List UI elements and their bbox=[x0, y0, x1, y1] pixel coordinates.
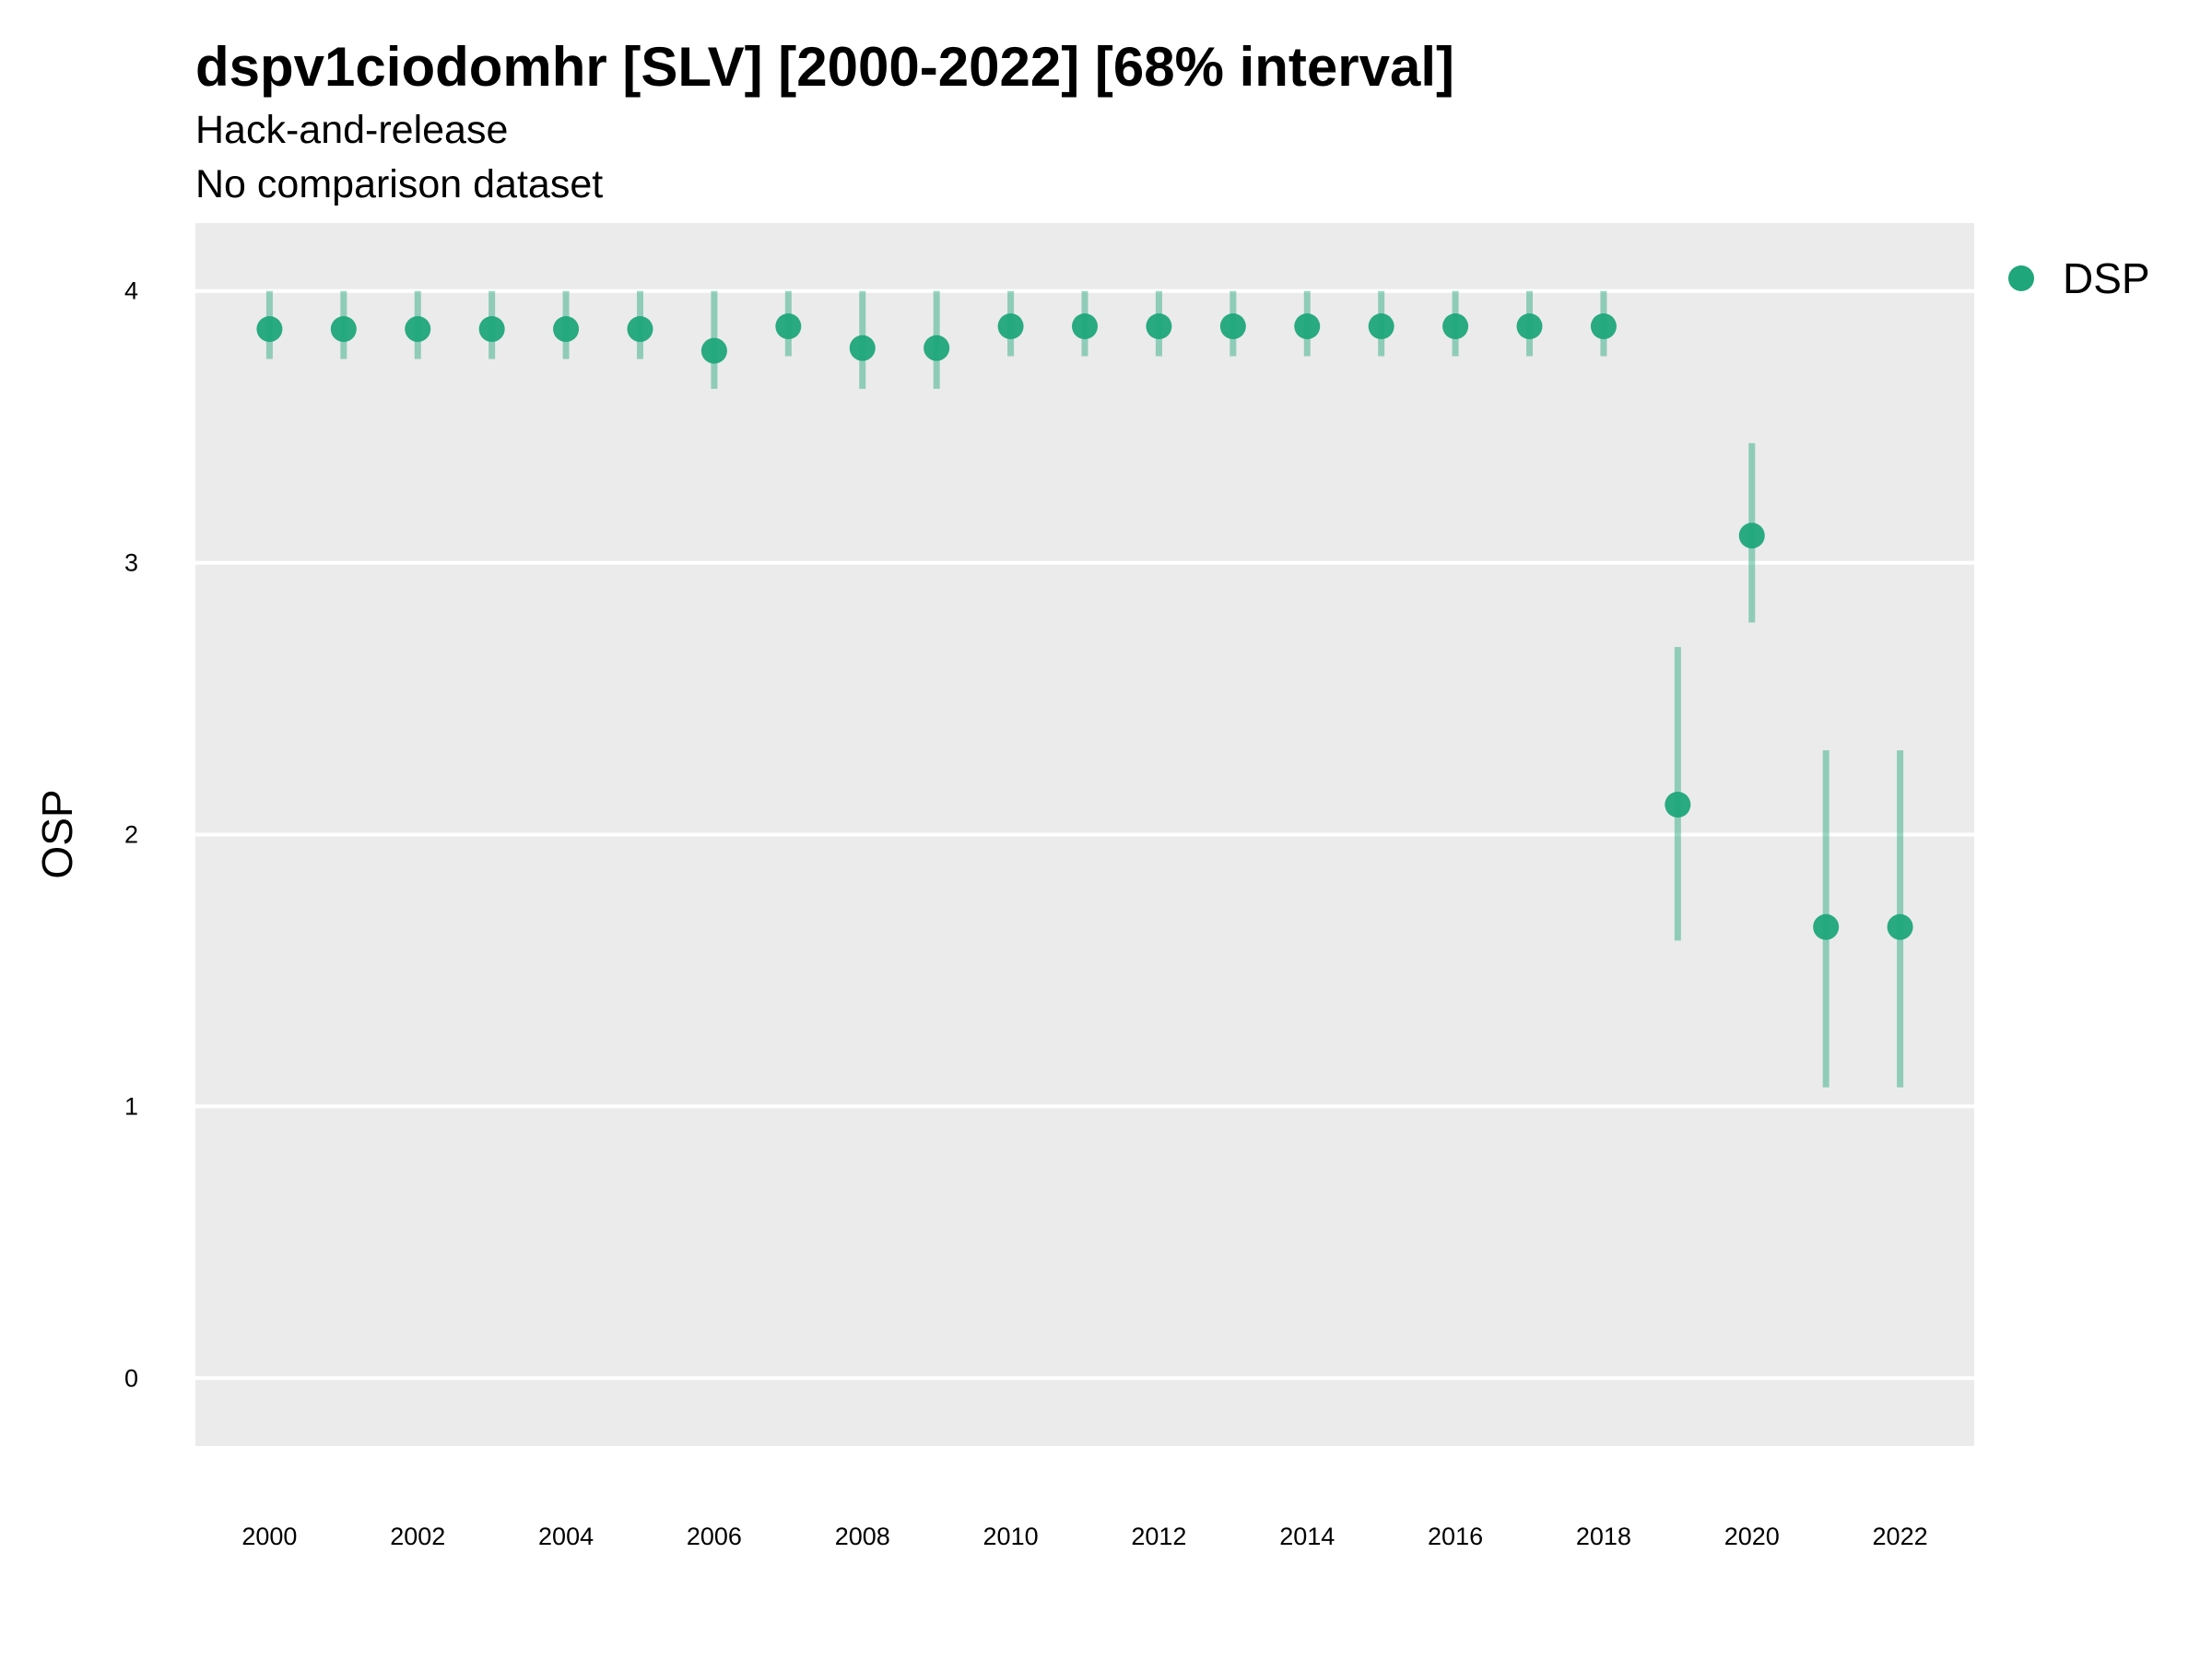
y-tick-label: 3 bbox=[124, 549, 138, 577]
data-point bbox=[849, 335, 876, 361]
legend: DSP bbox=[2008, 254, 2150, 302]
data-points bbox=[256, 313, 1913, 940]
x-tick-label: 2014 bbox=[1279, 1523, 1335, 1550]
data-point bbox=[1590, 313, 1617, 340]
data-point bbox=[1442, 313, 1469, 340]
chart-subtitle-line-2: No comparison dataset bbox=[195, 162, 603, 206]
data-point bbox=[1072, 313, 1098, 340]
data-point bbox=[1368, 313, 1394, 340]
data-point bbox=[1887, 913, 1913, 940]
data-point bbox=[700, 337, 727, 364]
x-tick-label: 2002 bbox=[390, 1523, 445, 1550]
x-tick-label: 2018 bbox=[1576, 1523, 1631, 1550]
data-point bbox=[997, 313, 1024, 340]
data-point bbox=[553, 316, 580, 343]
x-tick-label: 2000 bbox=[241, 1523, 297, 1550]
data-point bbox=[256, 316, 283, 343]
legend-label-dsp: DSP bbox=[2063, 254, 2150, 302]
data-point bbox=[1813, 913, 1840, 940]
y-tick-label: 2 bbox=[124, 821, 138, 849]
data-point bbox=[478, 316, 505, 343]
y-tick-label: 4 bbox=[124, 277, 138, 305]
x-tick-label: 2006 bbox=[687, 1523, 742, 1550]
data-point bbox=[1146, 313, 1172, 340]
x-axis-ticks: 2000 2002 2004 2006 2008 2010 2012 2014 2016 2018… bbox=[241, 1523, 1927, 1550]
y-axis-label: OSP bbox=[33, 789, 81, 878]
x-tick-label: 2016 bbox=[1428, 1523, 1483, 1550]
chart-title: dspv1ciodomhr [SLV] [2000-2022] [68% int… bbox=[195, 36, 1454, 98]
data-point bbox=[627, 316, 653, 343]
y-tick-label: 1 bbox=[124, 1092, 138, 1120]
data-point bbox=[924, 335, 950, 361]
data-point bbox=[1294, 313, 1321, 340]
data-point bbox=[1516, 313, 1543, 340]
data-point bbox=[775, 313, 802, 340]
data-point bbox=[1665, 792, 1691, 818]
legend-swatch-dsp bbox=[2008, 265, 2034, 291]
x-tick-label: 2022 bbox=[1873, 1523, 1928, 1550]
y-tick-label: 0 bbox=[124, 1364, 138, 1392]
y-axis-ticks: 0 1 2 3 4 bbox=[124, 277, 138, 1393]
x-tick-label: 2008 bbox=[835, 1523, 890, 1550]
chart-subtitle-line-1: Hack-and-release bbox=[195, 108, 508, 152]
gridlines bbox=[195, 288, 1974, 1381]
data-point bbox=[1219, 313, 1246, 340]
x-tick-label: 2004 bbox=[538, 1523, 594, 1550]
data-point bbox=[405, 316, 431, 343]
x-tick-label: 2012 bbox=[1131, 1523, 1186, 1550]
x-tick-label: 2020 bbox=[1724, 1523, 1780, 1550]
data-point bbox=[330, 316, 357, 343]
data-point bbox=[1738, 523, 1765, 549]
x-tick-label: 2010 bbox=[983, 1523, 1039, 1550]
